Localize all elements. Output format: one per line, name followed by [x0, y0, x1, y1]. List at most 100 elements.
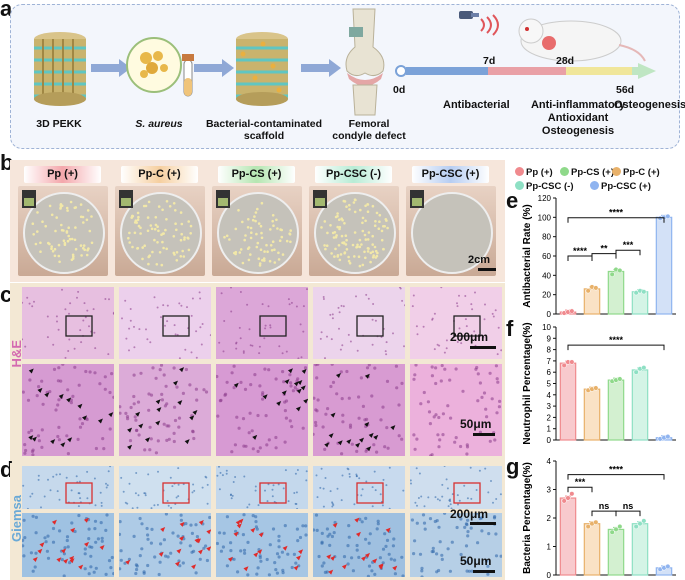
giemsa-tile-low-1	[119, 466, 211, 509]
chart-g-sig-bracket-3	[567, 474, 665, 480]
chart-g-sig-label-3: ****	[609, 465, 624, 475]
chart-f-tick-label: 6	[547, 368, 552, 377]
step-label-scaffold: Bacterial-contaminated scaffold	[205, 118, 323, 142]
giemsa-tile-high-1	[119, 513, 211, 577]
chart-g-sig-bracket-2	[615, 510, 641, 517]
chart-f-ylabel: Neutrophil Percentage(%)	[522, 322, 533, 444]
step-label-defect: Femoral condyle defect	[332, 118, 406, 142]
panel-label-f: f	[506, 316, 514, 341]
chart-e-point	[641, 289, 647, 295]
pekk-scaffold-illustration	[34, 32, 86, 106]
legend-marker	[560, 167, 569, 176]
legend-marker	[612, 167, 621, 176]
legend-text: Pp (+)	[526, 167, 553, 178]
chart-e-point	[569, 308, 575, 314]
chart-f-tick-label: 0	[547, 436, 552, 445]
he-tile-low-2	[216, 287, 308, 359]
legend-text: Pp-C (+)	[623, 167, 660, 178]
panel-label-g: g	[506, 454, 520, 479]
group-header-2: Pp-CS (+)	[218, 166, 295, 183]
group-header-3: Pp-CSC (-)	[315, 166, 392, 183]
chart-g-tick-label: 0	[547, 571, 552, 580]
scale-label-giemsa-low: 200μm	[450, 507, 489, 521]
chart-g-tick-label: 1	[547, 543, 552, 552]
chart-f-point	[593, 385, 599, 391]
legend-item-4: Pp-CSC (+)	[590, 181, 651, 192]
chart-g-point	[633, 524, 639, 530]
chart-g-point	[665, 563, 671, 570]
day-7: 7d	[483, 55, 496, 67]
phase-antibacterial: Antibacterial	[443, 99, 510, 111]
chart-g-point	[641, 518, 647, 524]
chart-e-tick-label: 60	[542, 252, 551, 261]
chart-e-point	[609, 271, 615, 277]
phase-osteogenesis: Osteogenesis	[614, 99, 685, 111]
chart-f-sig-label-0: ****	[609, 335, 624, 345]
scale-bar-dish	[478, 268, 496, 271]
scale-label-he-high: 50μm	[460, 417, 492, 431]
scale-label-dish: 2cm	[468, 254, 491, 266]
culture-dish-2	[212, 186, 302, 276]
legend-marker	[590, 181, 599, 190]
step-label-bacteria: S. aureus	[135, 118, 183, 130]
legend-marker	[515, 181, 524, 190]
chart-g-sig-bracket-0	[567, 486, 593, 493]
chart-f-point	[617, 376, 623, 382]
legend-item-2: Pp-C (+)	[612, 167, 660, 178]
chart-g-tick-label: 4	[547, 457, 552, 466]
chart-e-sig-label-2: ***	[623, 240, 634, 250]
he-tile-low-0	[22, 287, 114, 359]
group-header-4: Pp-CSC (+)	[412, 166, 489, 183]
chart-e-point	[617, 267, 623, 274]
chart-e-point	[665, 213, 671, 219]
phase-osteogenesis-mid: Osteogenesis	[541, 125, 615, 137]
chart-f-point	[633, 369, 639, 375]
chart-g-point	[609, 529, 615, 535]
phase-antioxidant: Antioxidant	[547, 112, 609, 124]
chart-g-sig-label-2: ns	[623, 501, 634, 511]
chart-e-point	[585, 288, 591, 294]
chart-g-point	[585, 524, 591, 530]
arrow-icon	[194, 59, 234, 77]
chart-g-point	[617, 524, 623, 530]
phase-anti-inflammatory: Anti-inflammatory	[530, 99, 626, 111]
he-tile-low-3	[313, 287, 405, 359]
chart-e-bar-4	[655, 216, 673, 315]
chart-f-bar-2	[607, 379, 625, 441]
chart-g-point	[569, 491, 575, 497]
chart-f-sig-bracket-0	[567, 344, 665, 351]
day-28: 28d	[556, 55, 575, 67]
group-header-1: Pp-C (+)	[121, 166, 198, 183]
chart-g-sig-label-0: ***	[575, 477, 586, 487]
schematic-panel: 3D PEKK S. aureus Bacterial-contaminated…	[10, 4, 685, 149]
chart-f-point	[665, 434, 671, 440]
chart-e-point	[593, 285, 599, 291]
culture-dish-3	[309, 186, 399, 276]
chart-g-bar-2	[607, 528, 625, 576]
chart-f-bar-3	[631, 369, 649, 441]
timeline-bar	[395, 63, 656, 79]
culture-dish-4	[406, 186, 496, 276]
chart-f-tick-label: 9	[547, 334, 552, 343]
step-label-pekk: 3D PEKK	[36, 118, 82, 130]
scale-bar-he-high	[473, 433, 495, 436]
contaminated-scaffold-illustration	[236, 32, 288, 106]
legend-text: Pp-CSC (-)	[526, 181, 574, 192]
chart-e-sig-bracket-1	[591, 253, 617, 259]
chart-f-tick-label: 8	[547, 346, 552, 355]
day-0: 0d	[393, 84, 406, 96]
giemsa-tile-high-3	[313, 513, 405, 577]
phase-middle: Anti-inflammatory Antioxidant Osteogenes…	[523, 99, 633, 138]
he-tile-high-0	[22, 364, 114, 456]
chart-e-tick-label: 40	[542, 271, 551, 280]
femur-illustration	[345, 8, 385, 116]
panel-label-c: c	[0, 282, 13, 307]
chart-e-sig-bracket-2	[615, 249, 641, 256]
he-tile-high-4	[410, 364, 502, 456]
chart-g-bar-3	[631, 523, 649, 576]
chart-f-tick-label: 1	[547, 425, 552, 434]
chart-g-ylabel: Bacteria Percentage(%)	[522, 462, 533, 574]
culture-dish-1	[115, 186, 205, 276]
arrow-icon	[91, 59, 131, 77]
